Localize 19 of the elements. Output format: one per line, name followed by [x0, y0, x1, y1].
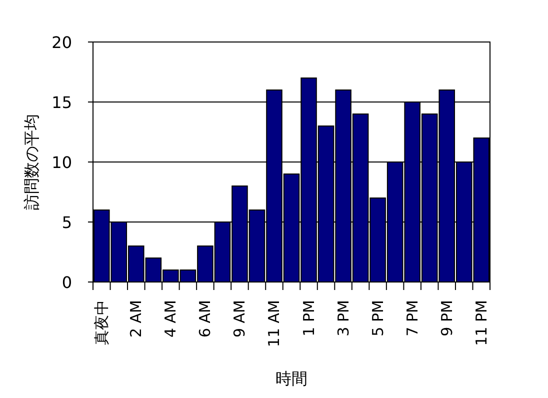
y-tick-label: 0: [62, 273, 72, 292]
x-tick-label: 5 PM: [368, 300, 387, 336]
x-tick-label: 9 AM: [230, 300, 249, 338]
x-tick-label: 3 PM: [334, 300, 352, 336]
x-tick-label: 2 AM: [127, 300, 146, 338]
y-tick-label: 15: [52, 93, 72, 112]
x-tick-label: 4 AM: [162, 300, 180, 338]
y-tick-label: 5: [62, 213, 72, 232]
x-tick-label: 7 PM: [403, 300, 422, 336]
x-tick-label: 11 AM: [265, 300, 284, 348]
x-axis-title: 時間: [276, 369, 308, 388]
y-axis-title: 訪問数の平均: [22, 114, 41, 210]
y-tick-label: 10: [52, 153, 72, 172]
x-tick-label: 6 AM: [196, 300, 214, 338]
x-tick-label: 11 PM: [472, 300, 490, 346]
y-tick-label: 20: [52, 33, 72, 52]
x-tick-label: 1 PM: [300, 300, 318, 336]
x-tick-label: 真夜中: [92, 300, 111, 345]
x-tick-label: 9 PM: [438, 300, 456, 336]
